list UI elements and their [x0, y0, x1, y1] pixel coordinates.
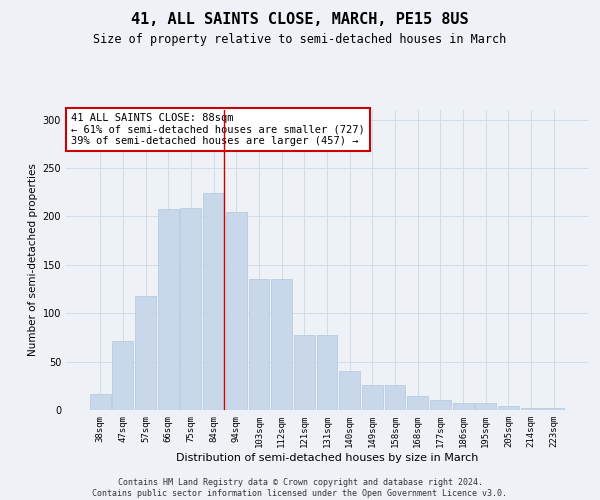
Bar [181, 208, 202, 410]
Bar [90, 394, 110, 410]
Bar [544, 408, 564, 410]
X-axis label: Distribution of semi-detached houses by size in March: Distribution of semi-detached houses by … [176, 452, 478, 462]
Bar [385, 385, 406, 410]
Bar [226, 212, 247, 410]
Bar [158, 208, 179, 410]
Bar [317, 334, 337, 410]
Bar [498, 406, 519, 410]
Bar [430, 400, 451, 410]
Bar [339, 372, 360, 410]
Bar [203, 193, 224, 410]
Text: Contains HM Land Registry data © Crown copyright and database right 2024.
Contai: Contains HM Land Registry data © Crown c… [92, 478, 508, 498]
Bar [362, 385, 383, 410]
Text: 41, ALL SAINTS CLOSE, MARCH, PE15 8US: 41, ALL SAINTS CLOSE, MARCH, PE15 8US [131, 12, 469, 28]
Bar [271, 280, 292, 410]
Y-axis label: Number of semi-detached properties: Number of semi-detached properties [28, 164, 38, 356]
Bar [475, 403, 496, 410]
Text: 41 ALL SAINTS CLOSE: 88sqm
← 61% of semi-detached houses are smaller (727)
39% o: 41 ALL SAINTS CLOSE: 88sqm ← 61% of semi… [71, 113, 365, 146]
Bar [112, 342, 133, 410]
Bar [521, 408, 542, 410]
Text: Size of property relative to semi-detached houses in March: Size of property relative to semi-detach… [94, 32, 506, 46]
Bar [135, 296, 156, 410]
Bar [248, 280, 269, 410]
Bar [452, 403, 473, 410]
Bar [294, 334, 315, 410]
Bar [407, 396, 428, 410]
